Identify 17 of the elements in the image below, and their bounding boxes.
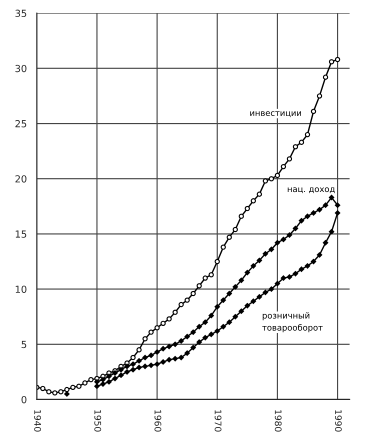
series-label: инвестиции	[250, 111, 302, 118]
x-tick-label: 1990	[334, 410, 342, 432]
x-tick-label: 1950	[94, 410, 102, 432]
x-tick-label: 1940	[34, 410, 42, 432]
y-tick-label: 0	[22, 396, 26, 404]
x-tick-label: 1970	[214, 410, 222, 432]
x-tick-label: 1980	[274, 410, 282, 432]
y-tick-label: 10	[16, 286, 26, 293]
y-tick-label: 15	[16, 230, 26, 238]
y-tick-label: 30	[15, 64, 26, 72]
y-tick-label: 20	[15, 175, 26, 183]
y-tick-label: 5	[22, 340, 26, 348]
x-tick-label: 1960	[154, 410, 162, 432]
y-tick-label: 25	[15, 120, 26, 128]
series-label: нац. доход	[288, 187, 335, 194]
series-label: розничный товарооборот	[262, 312, 323, 332]
y-tick-label: 35	[15, 10, 26, 17]
